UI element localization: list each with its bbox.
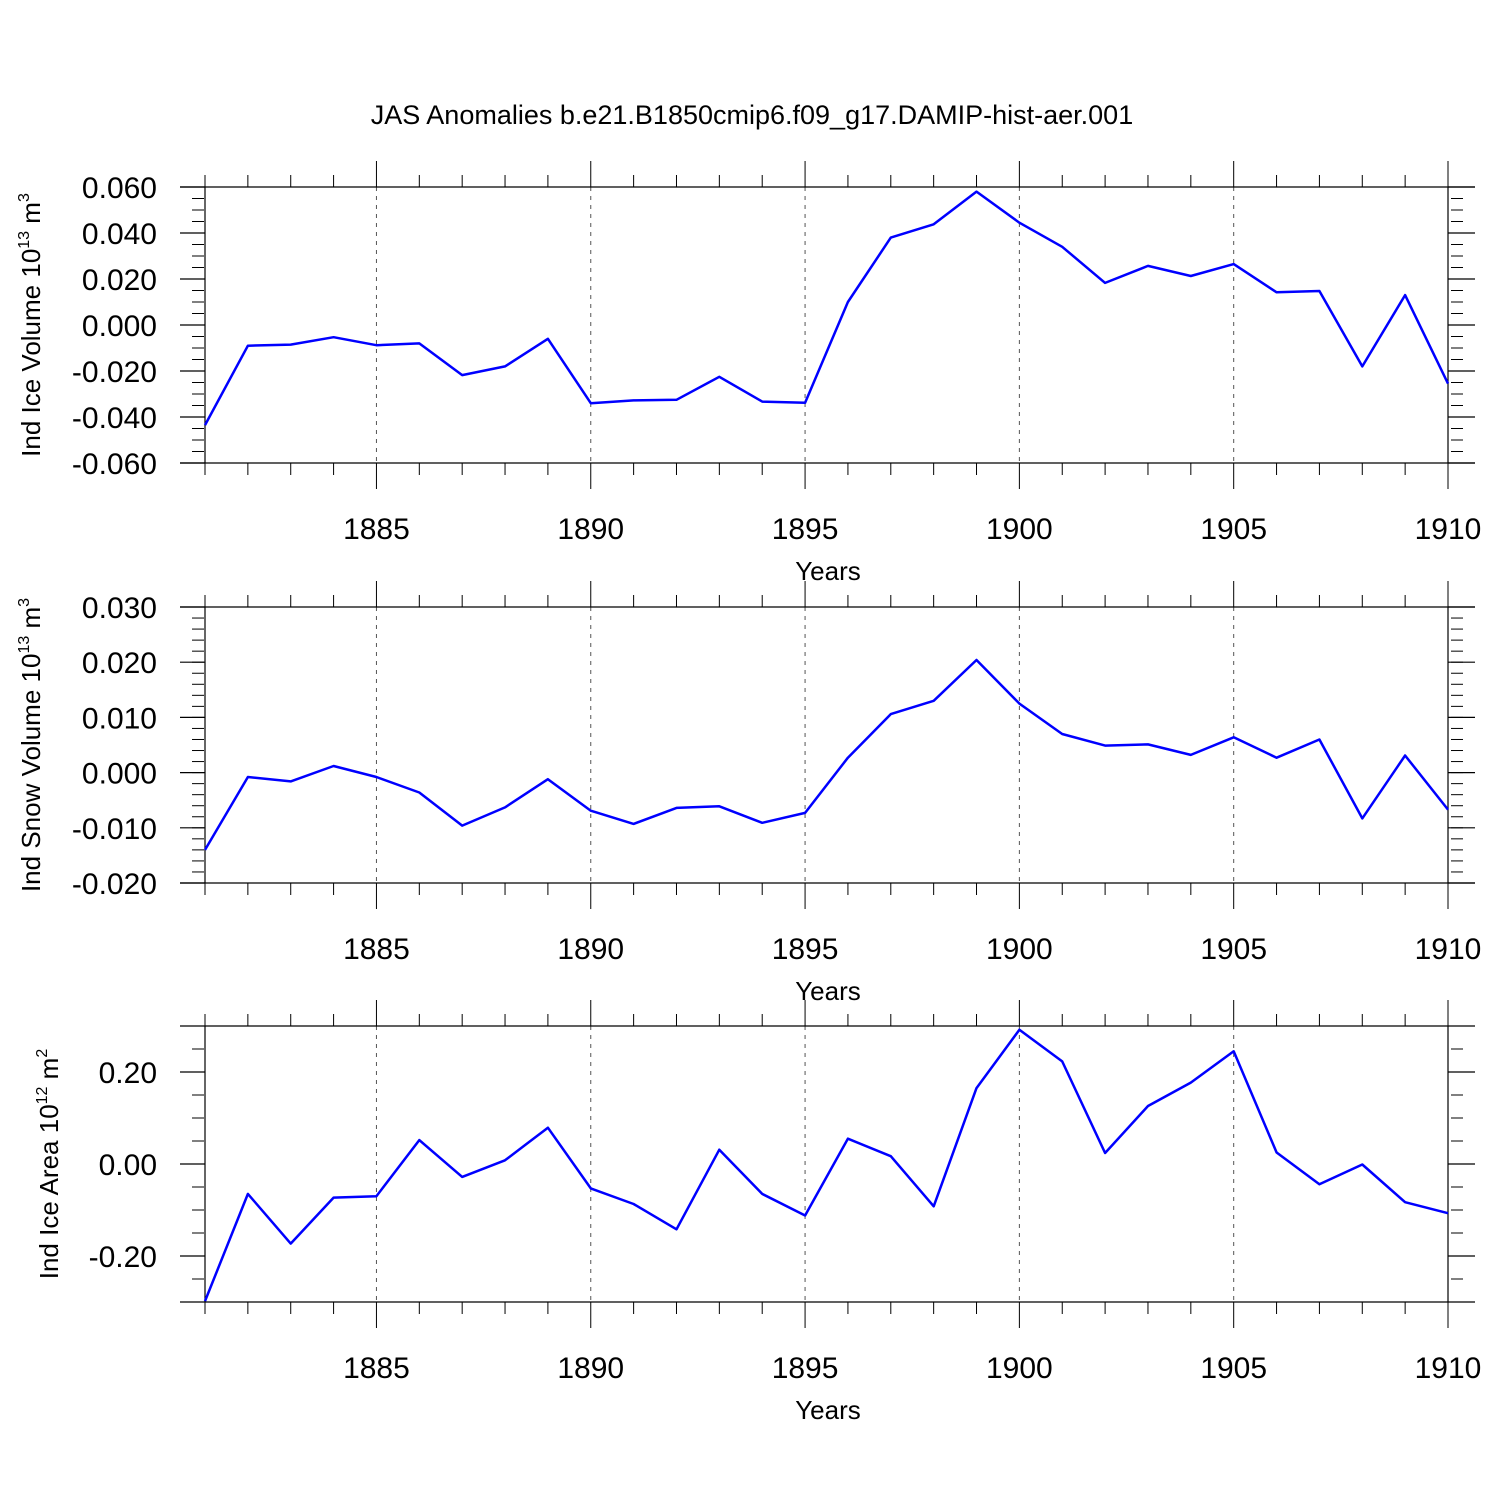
y-axis-label: Ind Ice Volume 1013 m3 [16, 193, 46, 457]
x-axis-label: Years [795, 1395, 861, 1425]
y-tick-label: 0.000 [82, 758, 157, 791]
x-tick-label: 1890 [557, 1352, 624, 1385]
x-tick-label: 1895 [772, 513, 839, 546]
ice-area-panel: 1885 1890 1895 1900 1905 1910 Years -0.20 0.00 0.… [34, 1000, 1481, 1425]
figure-title: JAS Anomalies b.e21.B1850cmip6.f09_g17.D… [371, 100, 1133, 130]
x-tick-label: 1910 [1415, 513, 1482, 546]
y-axis-label: Ind Ice Area 1012 m2 [34, 1049, 64, 1280]
y-tick-label: 0.000 [82, 310, 157, 343]
y-tick-label: -0.20 [89, 1241, 157, 1274]
y-label-exponent: 13 [16, 636, 33, 654]
y-tick-label: 0.020 [82, 264, 157, 297]
x-tick-label: 1905 [1200, 513, 1267, 546]
x-tick-label: 1910 [1415, 933, 1482, 966]
y-tick-label: 0.030 [82, 592, 157, 625]
x-tick-label: 1900 [986, 933, 1053, 966]
x-tick-label: 1900 [986, 513, 1053, 546]
y-label-unit: m [16, 607, 46, 636]
x-tick-label: 1885 [343, 933, 410, 966]
x-tick-label: 1895 [772, 933, 839, 966]
y-label-unit-exponent: 2 [34, 1049, 51, 1058]
y-label-main: Ind Snow Volume 10 [16, 654, 46, 893]
y-tick-label: -0.020 [72, 356, 157, 389]
x-axis-label: Years [795, 556, 861, 586]
x-tick-label: 1895 [772, 1352, 839, 1385]
y-tick-label: 0.040 [82, 218, 157, 251]
y-tick-label: -0.040 [72, 402, 157, 435]
y-label-exponent: 12 [34, 1086, 51, 1104]
y-tick-label: 0.020 [82, 647, 157, 680]
snow-volume-panel: 1885 1890 1895 1900 1905 1910 Years -0.020 -0.01… [16, 581, 1481, 1006]
y-label-unit-exponent: 3 [16, 193, 33, 202]
x-tick-label: 1905 [1200, 933, 1267, 966]
y-label-main: Ind Ice Volume 10 [16, 249, 46, 457]
x-axis-label: Years [795, 976, 861, 1006]
ice-volume-panel: 1885 1890 1895 1900 1905 1910 Years -0.060 -0.04… [16, 161, 1481, 586]
series-line [203, 190, 1450, 426]
y-tick-label: 0.060 [82, 172, 157, 205]
x-tick-label: 1900 [986, 1352, 1053, 1385]
series-line [203, 658, 1449, 851]
y-tick-label: -0.010 [72, 813, 157, 846]
y-tick-label: 0.20 [99, 1057, 157, 1090]
y-axis-label: Ind Snow Volume 1013 m3 [16, 598, 46, 892]
y-tick-label: -0.020 [72, 868, 157, 901]
x-tick-label: 1885 [343, 1352, 410, 1385]
y-label-exponent: 13 [16, 231, 33, 249]
y-label-main: Ind Ice Area 10 [34, 1104, 64, 1279]
y-tick-label: 0.010 [82, 702, 157, 735]
x-tick-label: 1905 [1200, 1352, 1267, 1385]
x-tick-label: 1885 [343, 513, 410, 546]
y-tick-label: 0.00 [99, 1149, 157, 1182]
y-label-unit-exponent: 3 [16, 598, 33, 607]
x-tick-label: 1910 [1415, 1352, 1482, 1385]
x-tick-label: 1890 [557, 513, 624, 546]
y-tick-label: -0.060 [72, 448, 157, 481]
x-tick-label: 1890 [557, 933, 624, 966]
y-label-unit: m [34, 1058, 64, 1087]
series-line [203, 1028, 1449, 1302]
y-label-unit: m [16, 202, 46, 231]
